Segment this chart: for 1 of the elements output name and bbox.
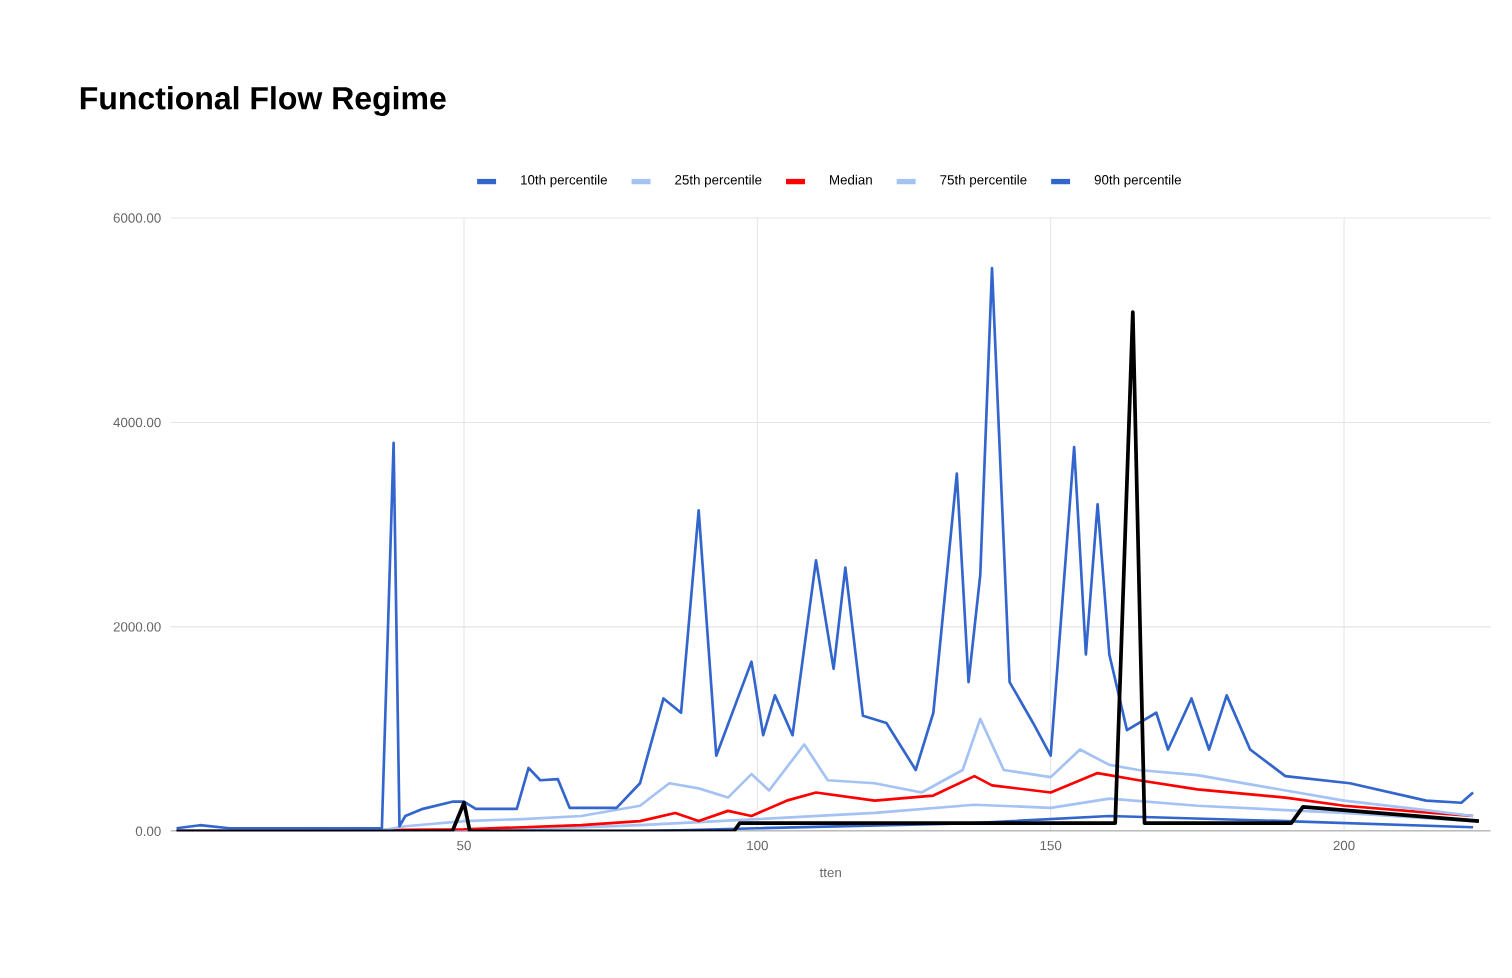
chart-title: Functional Flow Regime: [80, 86, 446, 117]
